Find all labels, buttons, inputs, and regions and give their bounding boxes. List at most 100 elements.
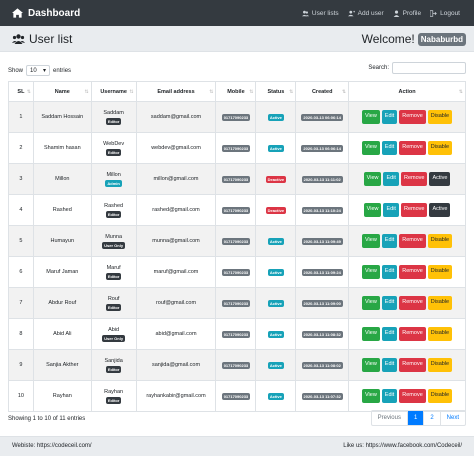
header-username[interactable]: Username ⇅: [90, 81, 137, 102]
remove-button[interactable]: Remove: [399, 389, 426, 403]
toggle-status-button[interactable]: Disable: [427, 327, 453, 341]
edit-button[interactable]: Edit: [381, 234, 398, 248]
nav-user-lists-label: User lists: [311, 9, 339, 17]
edit-button[interactable]: Edit: [381, 141, 398, 155]
remove-button[interactable]: Remove: [399, 296, 426, 310]
page-title: User list: [12, 32, 72, 46]
mobile-badge: 01717090233: [221, 206, 251, 214]
remove-button[interactable]: Remove: [399, 327, 426, 341]
view-button[interactable]: View: [361, 265, 380, 279]
header-sl[interactable]: SL ⇅: [8, 81, 34, 102]
view-button[interactable]: View: [361, 296, 380, 310]
cell-mobile: 01717090233: [215, 318, 257, 350]
table-info: Showing 1 to 10 of 11 entries: [8, 416, 86, 422]
remove-button[interactable]: Remove: [399, 265, 426, 279]
role-badge: User Only: [102, 241, 126, 249]
username-text: Saddam: [103, 109, 124, 116]
toggle-status-button[interactable]: Active: [429, 172, 451, 186]
status-badge: Active: [267, 268, 284, 276]
header-action[interactable]: Action ⇅: [348, 81, 466, 102]
cell-action: View Edit Remove Disable: [348, 132, 466, 164]
edit-button[interactable]: Edit: [381, 389, 398, 403]
edit-button[interactable]: Edit: [381, 110, 398, 124]
pagination-page-2[interactable]: 2: [424, 411, 441, 425]
remove-button[interactable]: Remove: [399, 141, 426, 155]
cell-mobile: 01717090233: [215, 132, 257, 164]
cell-sl: 5: [8, 225, 34, 257]
cell-created: 2020-03-13 06:06:14: [295, 101, 350, 133]
header-status[interactable]: Status ⇅: [255, 81, 297, 102]
header-mobile[interactable]: Mobile ⇅: [215, 81, 257, 102]
edit-button[interactable]: Edit: [381, 327, 398, 341]
pagination: Previous 1 2 Next: [370, 410, 466, 426]
pagination-next[interactable]: Next: [446, 415, 459, 421]
nav-user-lists[interactable]: User lists: [301, 9, 339, 17]
status-badge: Active: [267, 392, 284, 400]
edit-button[interactable]: Edit: [383, 172, 399, 186]
mobile-badge: 01717090233: [221, 268, 251, 276]
header-label: Mobile: [227, 88, 245, 95]
header-label: Created: [311, 88, 333, 95]
table-body: 1 Saddam Hossain Saddam Editor saddam@gmail.…: [8, 101, 466, 412]
cell-status: Active: [255, 318, 297, 350]
toggle-status-button[interactable]: Disable: [427, 389, 453, 403]
role-badge: Editor: [105, 303, 122, 311]
remove-button[interactable]: Remove: [399, 110, 426, 124]
remove-button[interactable]: Remove: [400, 203, 428, 217]
remove-button[interactable]: Remove: [399, 358, 426, 372]
pagination-page-1[interactable]: 1: [407, 411, 425, 425]
nav-profile[interactable]: Profile: [393, 10, 421, 17]
pagination-previous[interactable]: Previous: [372, 411, 408, 425]
header-name[interactable]: Name ⇅: [32, 81, 92, 102]
cell-mobile: 01717090233: [215, 194, 257, 226]
footer-website[interactable]: Webiste: https://codeceil.com/: [12, 443, 92, 449]
view-button[interactable]: View: [361, 358, 380, 372]
username-text: Maruf: [106, 264, 121, 271]
created-badge: 2020-03-13 06:06:14: [301, 144, 343, 152]
view-button[interactable]: View: [361, 110, 380, 124]
table-row: 4 Rashed Rashed Editor rashed@gmail.com 01717…: [8, 194, 466, 226]
header-created[interactable]: Created ⇅: [295, 81, 350, 102]
cell-sl: 9: [8, 349, 34, 381]
entries-select[interactable]: 10 ▾: [26, 65, 51, 76]
cell-mobile: 01717090233: [215, 287, 257, 319]
username-text: Rouf: [107, 295, 120, 302]
remove-button[interactable]: Remove: [400, 172, 428, 186]
view-button[interactable]: View: [361, 389, 380, 403]
cell-sl: 6: [8, 256, 34, 288]
mobile-badge: 01717090233: [221, 144, 251, 152]
role-badge: User Only: [102, 334, 126, 342]
toggle-status-button[interactable]: Disable: [427, 110, 453, 124]
edit-button[interactable]: Edit: [381, 296, 398, 310]
cell-created: 2020-03-13 11:07:32: [295, 380, 350, 412]
view-button[interactable]: View: [361, 234, 380, 248]
view-button[interactable]: View: [363, 172, 382, 186]
toggle-status-button[interactable]: Disable: [427, 234, 453, 248]
table-row: 1 Saddam Hossain Saddam Editor saddam@gmail.…: [8, 101, 466, 133]
status-badge: Deactive: [265, 175, 287, 183]
header-label: Name: [54, 88, 70, 95]
search-input[interactable]: [392, 62, 466, 74]
header-label: Status: [267, 88, 285, 95]
view-button[interactable]: View: [363, 203, 382, 217]
nav-add-user[interactable]: Add user: [347, 10, 384, 17]
toggle-status-button[interactable]: Disable: [427, 358, 453, 372]
brand-link[interactable]: Dashboard: [12, 8, 80, 19]
view-button[interactable]: View: [361, 141, 380, 155]
toggle-status-button[interactable]: Disable: [427, 141, 453, 155]
toggle-status-button[interactable]: Active: [429, 203, 451, 217]
edit-button[interactable]: Edit: [381, 265, 398, 279]
header-email[interactable]: Email address ⇅: [135, 81, 217, 102]
table-row: 6 Maruf Jaman Maruf Editor maruf@gmail.com 01…: [8, 256, 466, 288]
view-button[interactable]: View: [361, 327, 380, 341]
nav-logout[interactable]: Logout: [430, 10, 460, 17]
status-badge: Active: [267, 144, 284, 152]
nav-profile-label: Profile: [402, 9, 422, 17]
remove-button[interactable]: Remove: [399, 234, 426, 248]
footer-like[interactable]: Like us: https://www.facebook.com/Codece…: [343, 443, 462, 449]
mobile-badge: 01717090233: [221, 237, 251, 245]
edit-button[interactable]: Edit: [381, 358, 398, 372]
toggle-status-button[interactable]: Disable: [427, 296, 453, 310]
edit-button[interactable]: Edit: [383, 203, 399, 217]
toggle-status-button[interactable]: Disable: [427, 265, 453, 279]
